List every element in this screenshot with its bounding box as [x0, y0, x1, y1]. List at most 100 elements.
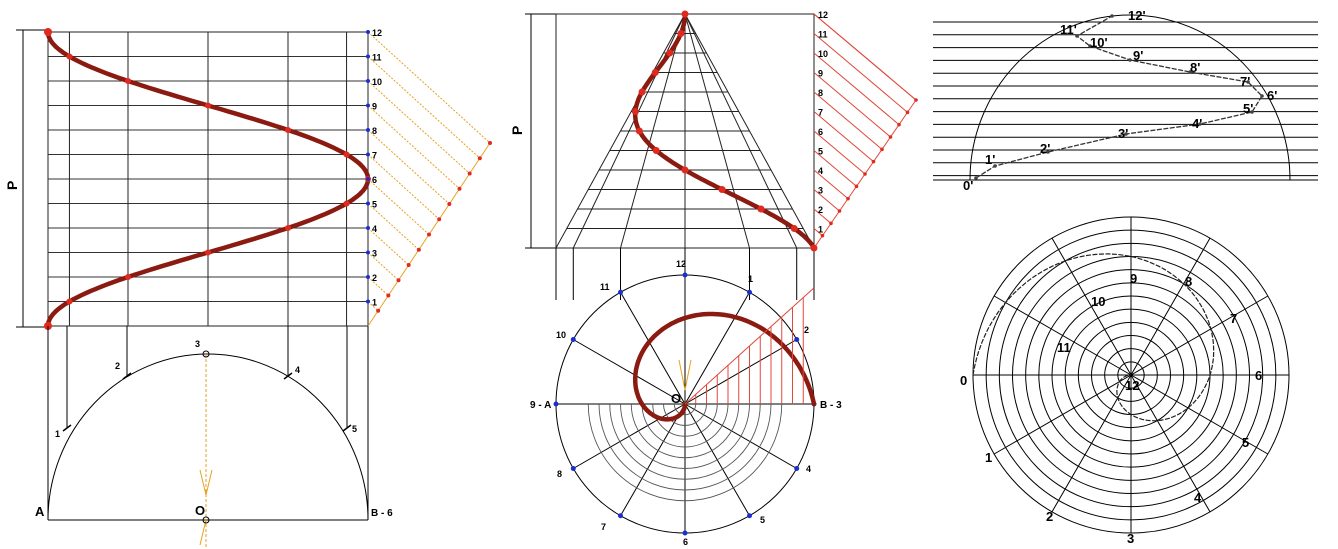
front-point-label: 9': [1133, 48, 1143, 63]
plan-point-label: 1: [55, 429, 60, 439]
scale-dot: [366, 30, 370, 34]
scale-label: 11: [818, 30, 828, 40]
helix-start-point: [44, 28, 52, 36]
plan-point-labels: 1 2 3 4 5: [55, 339, 357, 439]
helix-point: [66, 298, 73, 305]
spiral-panel: 0'1'2'3'4'5'6'7'8'9'10'11'12' 0123456789…: [933, 8, 1318, 546]
front-point-label: 8': [1190, 60, 1200, 75]
scale-label: 4: [818, 166, 823, 176]
plan-point-label: 11: [600, 282, 610, 292]
plan-point-label: 5: [352, 424, 357, 434]
plan-axis-marker: [678, 359, 692, 391]
scale-label: 5: [818, 147, 823, 157]
plan-radial: [573, 339, 686, 405]
plan-point-label: 3: [195, 339, 200, 349]
scale-label: 11: [372, 53, 382, 63]
point-3-marker: [202, 350, 210, 358]
conical-helix-point: [651, 69, 659, 76]
plan-tick: [122, 372, 132, 380]
cone-dev-point: [846, 196, 850, 201]
pitch-label-2: P: [509, 126, 525, 135]
cone-generator: [684, 13, 815, 249]
development-line: [367, 31, 491, 144]
cone-front-view: [555, 13, 815, 300]
plan-division-point: [618, 289, 623, 295]
conical-helix-point: [677, 30, 685, 37]
conical-helix-point: [631, 108, 639, 115]
conical-helix-point: [638, 88, 646, 96]
plan-slice-arc: [673, 403, 697, 416]
plan-slice-arc: [620, 403, 750, 469]
plan-spiral-curve: [972, 253, 1215, 422]
scale-label: 8: [818, 88, 823, 98]
cone-dev-point: [829, 221, 833, 226]
front-point-label: 7': [1240, 74, 1250, 89]
cone-dev-line: [813, 189, 840, 212]
cone-dev-point: [863, 172, 867, 176]
plan-radial: [620, 292, 686, 405]
plan-slice-arc: [598, 403, 772, 491]
front-point-label: 6': [1267, 88, 1277, 103]
development-point: [416, 247, 421, 252]
helix-point: [343, 200, 350, 207]
plan-division-point: [618, 513, 623, 519]
center-o-marker: [202, 516, 210, 524]
scale-label: 4: [372, 224, 377, 234]
plan-point-label: 11: [1057, 340, 1071, 355]
plan-spiral-curve: [632, 311, 817, 422]
cone-dev-line: [813, 130, 866, 175]
development-point: [467, 171, 472, 176]
plan-tick: [342, 424, 352, 432]
front-point-label: 3': [1118, 126, 1128, 141]
front-point: [1246, 80, 1250, 84]
helix-point: [343, 151, 350, 158]
conical-helix-point: [718, 186, 726, 193]
plan-radial-line: [1130, 374, 1211, 513]
plan-point-label: 5: [760, 515, 765, 525]
plan-point-label: 12: [1125, 378, 1139, 393]
plan-point-label: 4: [295, 365, 300, 375]
development-line: [367, 276, 389, 296]
development-point: [386, 293, 391, 298]
conical-helix-point: [666, 49, 674, 57]
label-b-3: B - 3: [820, 400, 842, 411]
scale-label: 1: [818, 225, 823, 235]
front-point: [1128, 58, 1132, 62]
plan-radial-line: [1130, 295, 1269, 376]
cone-generator: [684, 13, 750, 249]
scale-dot: [366, 226, 370, 230]
cone-dev-point: [897, 122, 901, 127]
plan-point-label: 5: [1242, 435, 1249, 450]
front-point: [993, 164, 997, 168]
plan-point-label: 4: [1194, 490, 1202, 505]
cone-dev-line: [813, 52, 900, 126]
development-line: [367, 105, 460, 190]
plan-point-label: 8: [557, 469, 562, 479]
plan-quadrant-point: [553, 401, 559, 407]
plan-point-label: 3: [1127, 531, 1134, 546]
conical-helix-point: [757, 205, 765, 213]
scale-label: 1: [372, 298, 377, 308]
label-9-a: 9 - A: [530, 400, 551, 411]
scale-label: 8: [372, 126, 377, 136]
cone-dev-point: [871, 159, 876, 164]
development-line: [367, 129, 450, 205]
cone-dev-line: [813, 33, 908, 113]
development-point: [437, 217, 442, 222]
cone-dev-line: [813, 111, 874, 163]
development-point: [406, 263, 411, 267]
scale-label: 12: [372, 28, 382, 38]
front-point-label: 11': [1060, 22, 1077, 37]
helix-point: [285, 225, 291, 231]
cone-dev-line: [813, 150, 857, 187]
plan-radial-line: [993, 374, 1132, 455]
front-point-label: 4': [1192, 116, 1202, 131]
plan-point-label: 7: [601, 522, 606, 532]
scale-label: 2: [818, 205, 823, 215]
cone-dev-point: [914, 98, 918, 102]
scale-label: 3: [372, 249, 377, 259]
plan-point-label: 0: [960, 373, 967, 388]
